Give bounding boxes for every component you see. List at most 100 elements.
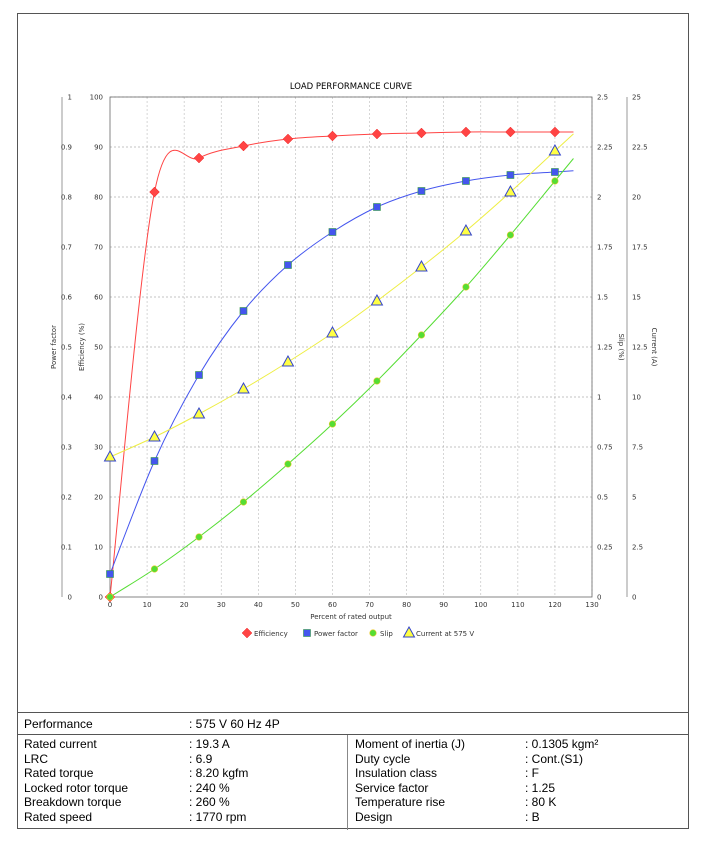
current-tick-label: 0 [632, 594, 636, 602]
spec-label: LRC [24, 751, 49, 766]
current-axis-title: Current (A) [650, 328, 658, 367]
efficiency-tick-label: 60 [94, 294, 103, 302]
current-tick-label: 15 [632, 294, 641, 302]
slip-tick-label: 1.75 [597, 244, 613, 252]
efficiency-tick-label: 80 [94, 194, 103, 202]
spec-value: : 240 % [189, 780, 230, 795]
data-point-triangle [548, 143, 562, 156]
x-tick-label: 120 [548, 601, 561, 609]
series-line-slip [109, 158, 574, 598]
efficiency-tick-label: 50 [94, 344, 103, 352]
data-point-circle [506, 231, 515, 239]
chart-title: LOAD PERFORMANCE CURVE [290, 82, 412, 92]
slip-tick-label: 0 [597, 594, 601, 602]
spec-value: : B [525, 809, 540, 824]
performance-value: : 575 V 60 Hz 4P [189, 717, 280, 731]
data-point-diamond [193, 152, 205, 164]
x-tick-label: 40 [254, 601, 263, 609]
spec-table: Performance : 575 V 60 Hz 4P Rated curre… [17, 712, 689, 830]
spec-value: : F [525, 766, 539, 780]
spec-label: Locked rotor torque [24, 780, 129, 795]
power_factor-tick-label: 0.5 [61, 344, 72, 352]
legend-marker-square [303, 629, 311, 637]
slip-tick-label: 2.5 [597, 94, 608, 102]
spec-value: : 19.3 A [189, 737, 230, 751]
data-point-square [284, 261, 292, 269]
series-line-efficiency [109, 131, 574, 598]
divider [347, 735, 348, 830]
data-point-diamond [505, 126, 516, 138]
current-tick-label: 20 [632, 194, 641, 202]
spec-value: : 1.25 [525, 780, 556, 795]
spec-label: Temperature rise [355, 795, 446, 809]
spec-row: Rated torque: 8.20 kgfm Insulation class:… [17, 766, 689, 780]
slip-tick-label: 1 [597, 394, 601, 402]
power_factor-tick-label: 0.7 [61, 244, 72, 252]
legend-label: Slip [380, 630, 393, 638]
current-tick-label: 2.5 [632, 544, 643, 552]
data-point-circle [239, 498, 248, 506]
spec-label: Moment of inertia (J) [355, 737, 466, 751]
spec-value: : 6.9 [189, 751, 213, 766]
data-point-diamond [282, 133, 294, 145]
x-tick-label: 60 [328, 601, 337, 609]
x-tick-label: 20 [180, 601, 189, 609]
data-point-circle [106, 593, 114, 601]
data-point-square [373, 203, 381, 211]
spec-row: Breakdown torque: 260 % Temperature rise:… [17, 795, 689, 809]
data-point-square [551, 168, 559, 176]
efficiency-tick-label: 0 [99, 594, 103, 602]
data-point-triangle [281, 354, 295, 367]
data-point-circle [328, 420, 337, 428]
slip-tick-label: 0.25 [597, 544, 613, 552]
data-point-triangle [415, 259, 428, 272]
data-point-square [328, 228, 337, 236]
data-point-triangle [326, 325, 339, 338]
power_factor-tick-label: 0.8 [61, 194, 72, 202]
data-point-triangle [148, 429, 161, 442]
spec-label: Service factor [355, 780, 429, 795]
efficiency-tick-label: 20 [94, 494, 103, 502]
data-point-diamond [416, 127, 427, 139]
performance-row: Performance : 575 V 60 Hz 4P [17, 717, 689, 731]
series-line-power-factor [109, 170, 574, 575]
data-point-square [195, 371, 203, 379]
data-point-triangle [459, 223, 473, 236]
current-tick-label: 10 [632, 394, 641, 402]
legend-marker-circle [369, 629, 377, 637]
current-tick-label: 25 [632, 94, 641, 102]
spec-row: Locked rotor torque : 240 % Service factor… [17, 781, 689, 795]
data-point-square [239, 307, 248, 315]
power_factor-tick-label: 0.2 [61, 494, 72, 502]
x-tick-label: 50 [291, 601, 300, 609]
slip-tick-label: 1.25 [597, 344, 613, 352]
efficiency-tick-label: 30 [94, 444, 103, 452]
spec-label: Design [355, 809, 393, 824]
data-point-diamond [238, 140, 249, 152]
efficiency-tick-label: 40 [94, 394, 103, 402]
current-tick-label: 22.5 [632, 144, 648, 152]
spec-value: : 80 K [525, 795, 557, 809]
spec-value: : 1770 rpm [189, 809, 247, 824]
current-tick-label: 7.5 [632, 444, 643, 452]
data-point-diamond [549, 126, 561, 138]
x-tick-label: 70 [365, 601, 374, 609]
legend-marker-triangle [402, 625, 416, 638]
spec-row: LRC: 6.9 Duty cycle: Cont.(S1) [17, 752, 689, 766]
data-point-diamond [371, 128, 383, 140]
data-point-circle [551, 177, 559, 185]
x-tick-label: 90 [439, 601, 448, 609]
power_factor-tick-label: 0 [68, 594, 72, 602]
data-point-circle [150, 565, 159, 573]
x-axis-label: Percent of rated output [310, 613, 392, 621]
power_factor-tick-label: 0.9 [61, 144, 72, 152]
current-tick-label: 5 [632, 494, 636, 502]
slip-tick-label: 0.5 [597, 494, 608, 502]
slip-tick-label: 1.5 [597, 294, 608, 302]
data-point-square [150, 457, 159, 465]
data-point-diamond [149, 186, 160, 198]
data-point-circle [462, 283, 470, 291]
spec-label: Rated current [24, 737, 97, 751]
slip-axis-title: Slip (%) [617, 333, 625, 360]
efficiency-tick-label: 70 [94, 244, 103, 252]
